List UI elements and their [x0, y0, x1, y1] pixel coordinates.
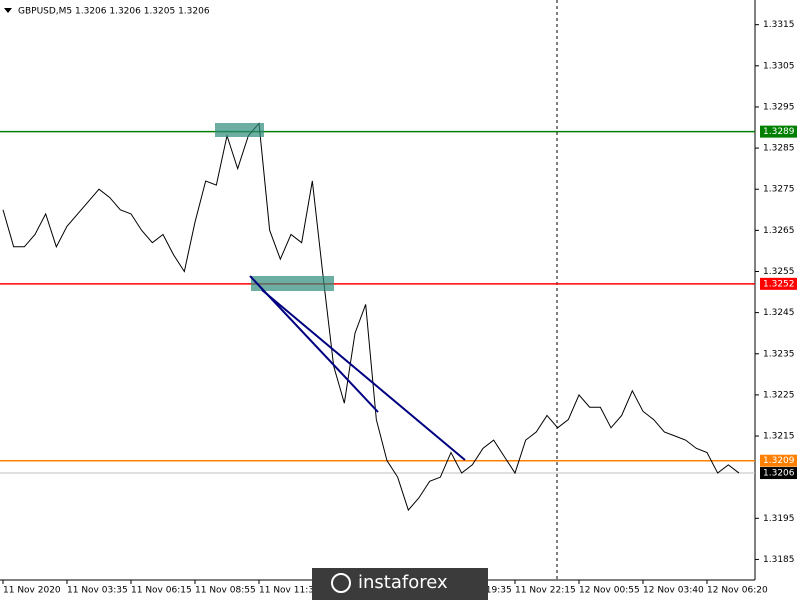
y-tick-label: 1.3305	[763, 61, 795, 71]
y-tick-label: 1.3315	[763, 20, 795, 30]
watermark: instaforex	[358, 572, 448, 593]
menu-triangle	[4, 8, 12, 13]
level-label-box	[760, 454, 797, 467]
zone-box	[251, 276, 334, 291]
level-label: 1.3209	[763, 456, 795, 466]
y-tick-label: 1.3225	[763, 390, 795, 400]
y-tick-label: 1.3285	[763, 144, 795, 154]
y-tick-label: 1.3195	[763, 514, 795, 524]
x-tick-label: 12 Nov 03:40	[643, 586, 704, 596]
level-label-box	[760, 277, 797, 290]
level-label-box	[760, 125, 797, 138]
y-tick-label: 1.3265	[763, 226, 795, 236]
x-tick-label: 11 Nov 2020	[3, 586, 61, 596]
y-tick-label: 1.3275	[763, 185, 795, 195]
level-label: 1.3252	[763, 279, 795, 289]
x-tick-label: 11 Nov 03:35	[67, 586, 128, 596]
x-tick-label: 12 Nov 00:55	[579, 586, 640, 596]
x-tick-label: 11 Nov 06:15	[131, 586, 192, 596]
y-tick-label: 1.3215	[763, 432, 795, 442]
x-tick-label: 11 Nov 22:15	[515, 586, 576, 596]
y-tick-label: 1.3295	[763, 102, 795, 112]
y-tick-label: 1.3185	[763, 555, 795, 565]
watermark-logo	[331, 573, 351, 593]
level-label-box	[760, 467, 797, 480]
x-tick-label: 11 Nov 11:35	[259, 586, 320, 596]
y-tick-label: 1.3235	[763, 349, 795, 359]
zone-box	[215, 123, 264, 137]
level-label: 1.3206	[763, 469, 795, 479]
y-tick-label: 1.3245	[763, 308, 795, 318]
trend-line	[261, 289, 466, 461]
level-label: 1.3289	[763, 127, 795, 137]
price-line	[2, 122, 740, 512]
x-tick-label: 11 Nov 08:55	[195, 586, 256, 596]
chart-title: GBPUSD,M5 1.3206 1.3206 1.3205 1.3206	[18, 7, 210, 17]
x-tick-label: 12 Nov 06:20	[707, 586, 768, 596]
y-tick-label: 1.3255	[763, 267, 795, 277]
